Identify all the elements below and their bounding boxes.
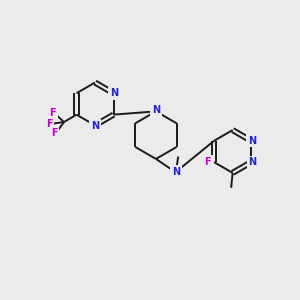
Text: N: N <box>152 105 160 115</box>
Text: F: F <box>51 128 58 138</box>
Text: N: N <box>249 157 257 167</box>
Text: N: N <box>172 167 180 177</box>
Text: N: N <box>110 88 118 98</box>
Text: N: N <box>248 136 256 146</box>
Text: N: N <box>91 121 99 131</box>
Text: F: F <box>204 157 211 166</box>
Text: F: F <box>46 118 52 128</box>
Text: F: F <box>50 108 56 118</box>
